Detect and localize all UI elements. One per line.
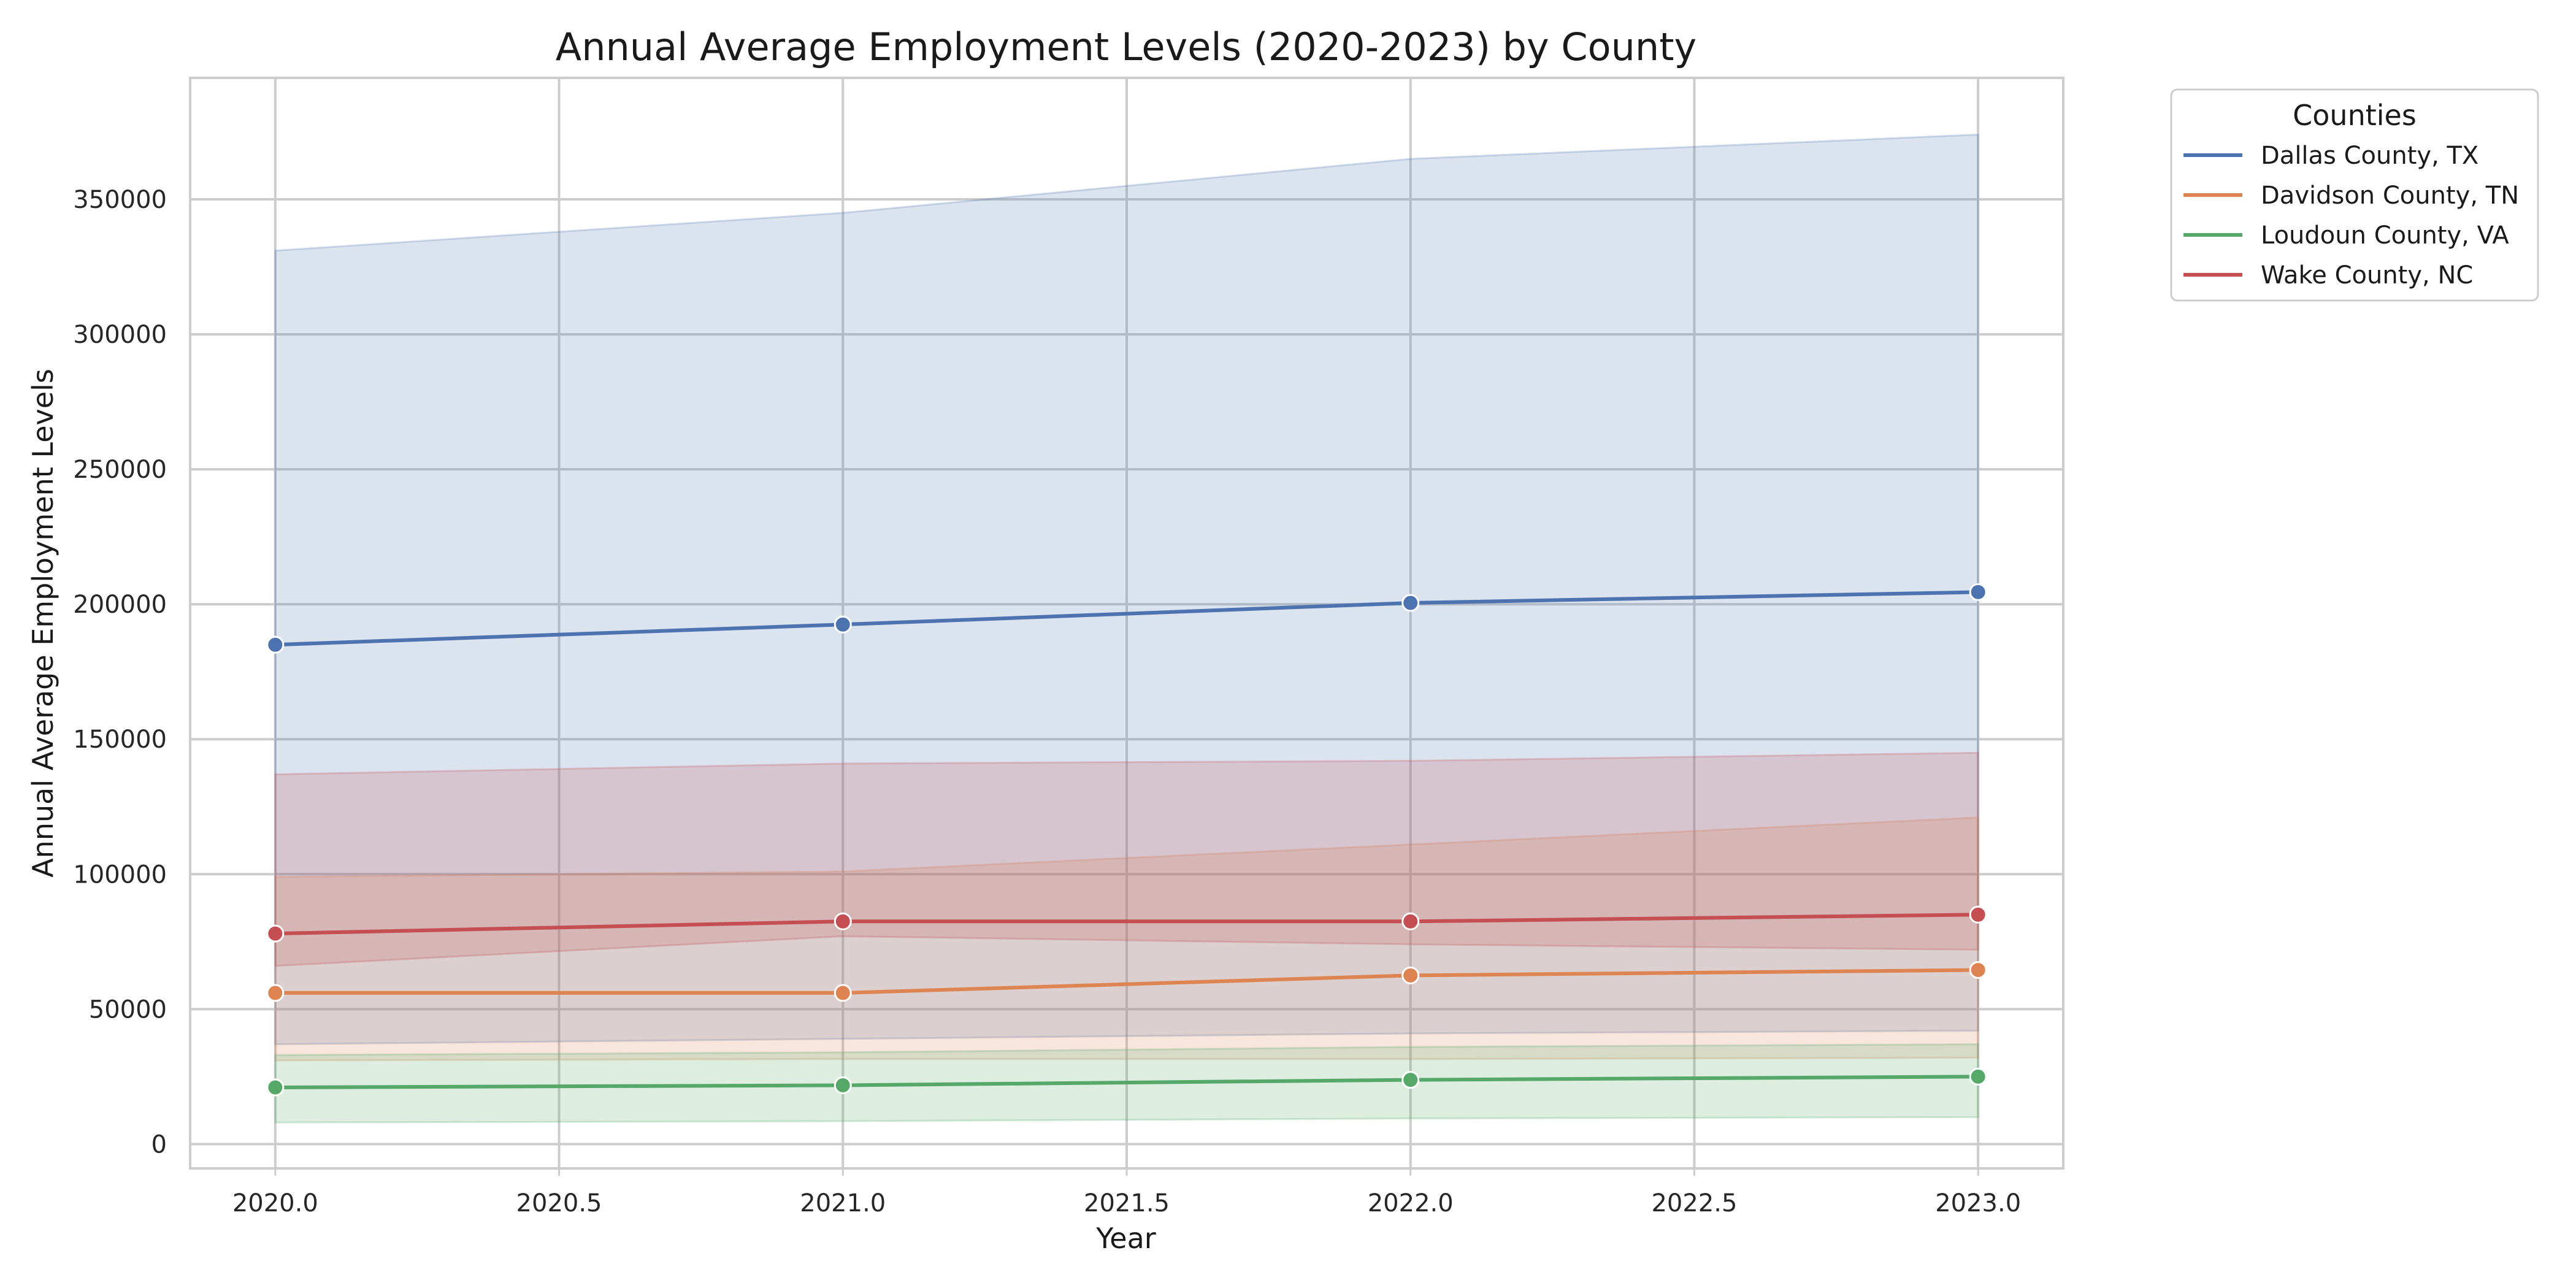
data-point [1401, 1071, 1420, 1089]
series-line [275, 590, 1979, 647]
data-point [834, 984, 852, 1002]
x-tick-label: 2020.5 [516, 1189, 602, 1217]
series-line [275, 1075, 1979, 1089]
data-point [834, 615, 852, 634]
data-point [266, 984, 285, 1002]
y-tick-label: 350000 [73, 186, 167, 214]
y-tick-label: 0 [151, 1130, 167, 1159]
y-tick-label: 250000 [73, 456, 167, 484]
x-tick-label: 2023.0 [1935, 1189, 2021, 1217]
series-markers [266, 583, 1987, 1097]
x-tick-label: 2022.0 [1368, 1189, 1454, 1217]
confidence-band [274, 133, 1979, 1046]
data-point [266, 1078, 285, 1097]
confidence-band [274, 751, 1979, 967]
legend-title: Counties [2293, 99, 2417, 132]
data-point [1969, 961, 1987, 979]
data-point [1969, 583, 1987, 601]
y-tick-label: 150000 [73, 726, 167, 754]
data-point [834, 912, 852, 930]
legend-items: Dallas County, TX Davidson County, TN Loud… [2183, 142, 2519, 289]
legend-label: Davidson County, TN [2261, 182, 2519, 210]
series-line [275, 913, 1979, 936]
confidence-bands [274, 133, 1979, 1124]
legend-label: Loudoun County, VA [2261, 221, 2509, 250]
data-point [1401, 912, 1420, 930]
y-tick-label: 300000 [73, 321, 167, 349]
data-point [266, 924, 285, 943]
x-tick-label: 2022.5 [1651, 1189, 1737, 1217]
legend-label: Wake County, NC [2261, 261, 2473, 289]
legend-box [2170, 88, 2539, 302]
x-tick-label: 2020.0 [232, 1189, 318, 1217]
y-tick-label: 50000 [89, 995, 167, 1024]
y-axis-ticks: 0 50000 100000 150000 200000 250000 300000 3500… [73, 186, 167, 1159]
data-point [266, 635, 285, 654]
chart-title: Annual Average Employment Levels (2020-2… [556, 25, 1696, 69]
data-point [1401, 594, 1420, 612]
data-point [1969, 905, 1987, 924]
x-tick-label: 2021.5 [1084, 1189, 1170, 1217]
y-axis-label: Annual Average Employment Levels [26, 369, 59, 878]
confidence-band [274, 816, 1979, 1062]
legend: Counties Dallas County, TX Davidson Count… [2170, 88, 2539, 302]
x-axis-ticks: 2020.0 2020.5 2021.0 2021.5 2022.0 2022.5 2023… [232, 1168, 2021, 1217]
x-tick-label: 2021.0 [800, 1189, 886, 1217]
legend-label: Dallas County, TX [2261, 142, 2478, 170]
data-point [1401, 966, 1420, 984]
y-tick-label: 200000 [73, 591, 167, 619]
y-tick-label: 100000 [73, 861, 167, 889]
x-axis-label: Year [1095, 1222, 1156, 1255]
data-point [834, 1076, 852, 1094]
data-point [1969, 1067, 1987, 1086]
series-lines [275, 590, 1979, 1089]
series-line [275, 968, 1979, 995]
